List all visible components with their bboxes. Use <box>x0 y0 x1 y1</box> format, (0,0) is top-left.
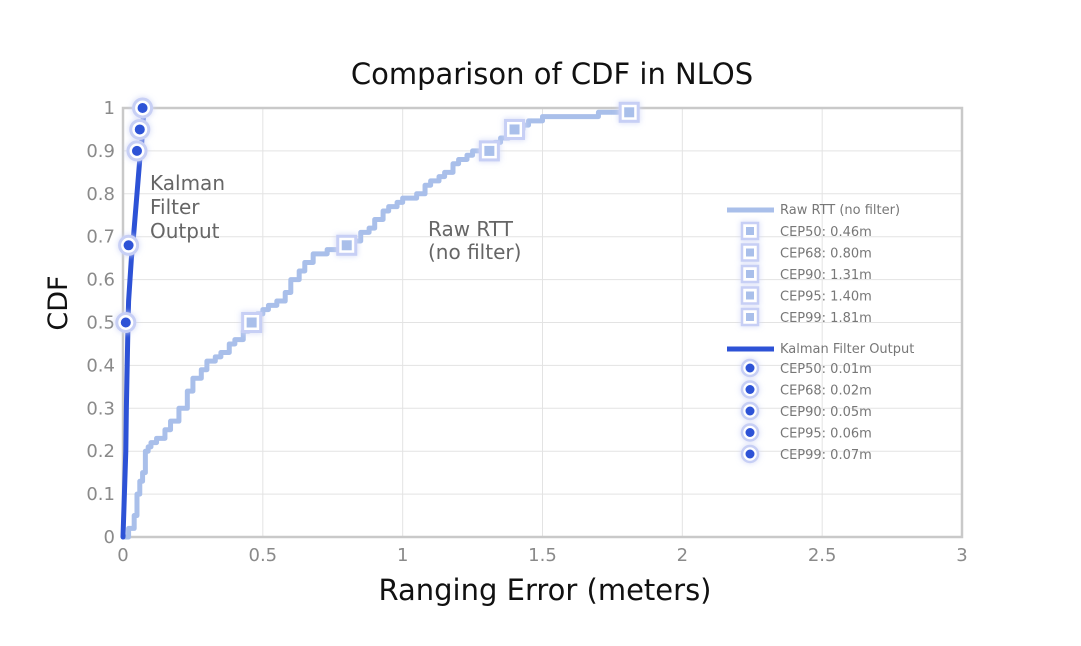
x-tick-label: 0 <box>117 545 128 566</box>
raw-annotation-line: (no filter) <box>428 240 521 264</box>
kalman-cep-marker <box>115 312 137 333</box>
legend-kalman-marker <box>740 380 760 399</box>
kalman-cep-marker-core <box>120 317 131 328</box>
raw-cep-marker <box>478 140 500 162</box>
y-tick-label: 1 <box>104 98 115 119</box>
legend-kalman-marker <box>740 358 760 378</box>
legend-raw-marker <box>740 264 760 284</box>
legend-kalman-item: CEP99: 0.07m <box>780 448 872 463</box>
legend-kalman-marker-core <box>745 363 755 373</box>
y-tick-label: 0.7 <box>86 227 115 248</box>
kalman-annotation-line: Kalman <box>150 171 225 195</box>
x-axis-label: Ranging Error (meters) <box>378 573 711 607</box>
x-tick-label: 0.5 <box>249 545 278 566</box>
legend-raw-marker <box>740 286 760 305</box>
kalman-cep-marker-core <box>131 145 142 156</box>
kalman-annotation-line: Output <box>150 219 220 243</box>
kalman-cep-marker <box>126 140 148 162</box>
raw-cep-marker <box>336 234 358 256</box>
kalman-cep-marker-core <box>137 103 148 113</box>
y-tick-label: 0.6 <box>86 270 115 291</box>
legend-kalman-marker <box>740 444 760 464</box>
y-tick-label: 0 <box>104 527 115 548</box>
legend-raw-marker-core <box>746 270 754 278</box>
x-tick-label: 2 <box>677 545 688 566</box>
x-tick-label: 3 <box>956 545 967 566</box>
legend-kalman-marker-core <box>745 449 755 459</box>
y-tick-label: 0.2 <box>86 441 115 462</box>
kalman-annotation-line: Filter <box>150 195 200 219</box>
legend-raw-marker-core <box>746 248 754 257</box>
y-axis-label: CDF <box>43 275 74 330</box>
legend-raw-item: CEP99: 1.81m <box>780 311 872 326</box>
raw-cep-marker-core <box>341 240 352 251</box>
y-tick-label: 0.8 <box>86 184 115 205</box>
kalman-cep-marker <box>132 97 154 119</box>
legend-raw-marker-core <box>746 313 754 321</box>
legend-kalman-marker <box>740 401 760 421</box>
legend-kalman-marker-core <box>745 385 755 394</box>
legend-kalman-marker-core <box>745 406 755 416</box>
legend-raw-marker <box>740 307 760 327</box>
y-tick-label: 0.4 <box>86 355 115 376</box>
kalman-cep-marker-core <box>123 240 134 251</box>
chart-title: Comparison of CDF in NLOS <box>351 57 753 91</box>
legend-kalman-marker <box>740 423 760 442</box>
legend-raw-item: CEP90: 1.31m <box>780 268 872 283</box>
y-tick-label: 0.1 <box>86 484 115 505</box>
legend-raw-item: CEP50: 0.46m <box>780 225 872 240</box>
x-tick-label: 1 <box>397 545 408 566</box>
raw-cep-marker <box>241 312 263 333</box>
raw-cep-marker-core <box>509 124 520 135</box>
legend-raw-marker <box>740 221 760 241</box>
legend-raw-item: CEP95: 1.40m <box>780 290 872 305</box>
kalman-cep-marker <box>129 118 151 140</box>
raw-annotation-line: Raw RTT <box>428 217 514 241</box>
legend-raw-marker-core <box>746 291 754 300</box>
legend-raw-marker-core <box>746 227 754 235</box>
raw-cep-marker-core <box>624 107 635 118</box>
x-tick-label: 1.5 <box>528 545 557 566</box>
raw-cep-marker <box>504 118 526 140</box>
legend: Raw RTT (no filter) CEP50: 0.46m CEP68: 0.… <box>727 203 914 464</box>
legend-kalman-marker-core <box>745 428 755 437</box>
kalman-cep-marker <box>118 234 140 256</box>
raw-cep-marker-core <box>484 145 495 156</box>
legend-kalman-item: CEP90: 0.05m <box>780 405 872 420</box>
legend-raw-item: CEP68: 0.80m <box>780 247 872 262</box>
legend-kalman-item: CEP68: 0.02m <box>780 384 872 399</box>
legend-kalman-item: CEP95: 0.06m <box>780 427 872 442</box>
raw-rtt-series-line <box>123 109 630 540</box>
markers <box>115 97 640 333</box>
raw-cep-marker <box>618 101 640 123</box>
legend-kalman-item: CEP50: 0.01m <box>780 362 872 377</box>
y-tick-label: 0.3 <box>86 398 115 419</box>
y-tick-label: 0.9 <box>86 141 115 162</box>
legend-raw-title: Raw RTT (no filter) <box>780 203 900 218</box>
x-tick-label: 2.5 <box>808 545 837 566</box>
y-tick-label: 0.5 <box>86 313 115 334</box>
tick-labels: 0 0.1 0.2 0.3 0.4 0.5 0.6 0.7 0.8 0.9 1 0 0.5 1 1.5 2 2.… <box>86 98 967 566</box>
raw-cep-marker-core <box>246 317 257 328</box>
kalman-cep-marker-core <box>134 124 145 135</box>
legend-kalman-title: Kalman Filter Output <box>780 342 914 357</box>
legend-raw-marker <box>740 243 760 262</box>
